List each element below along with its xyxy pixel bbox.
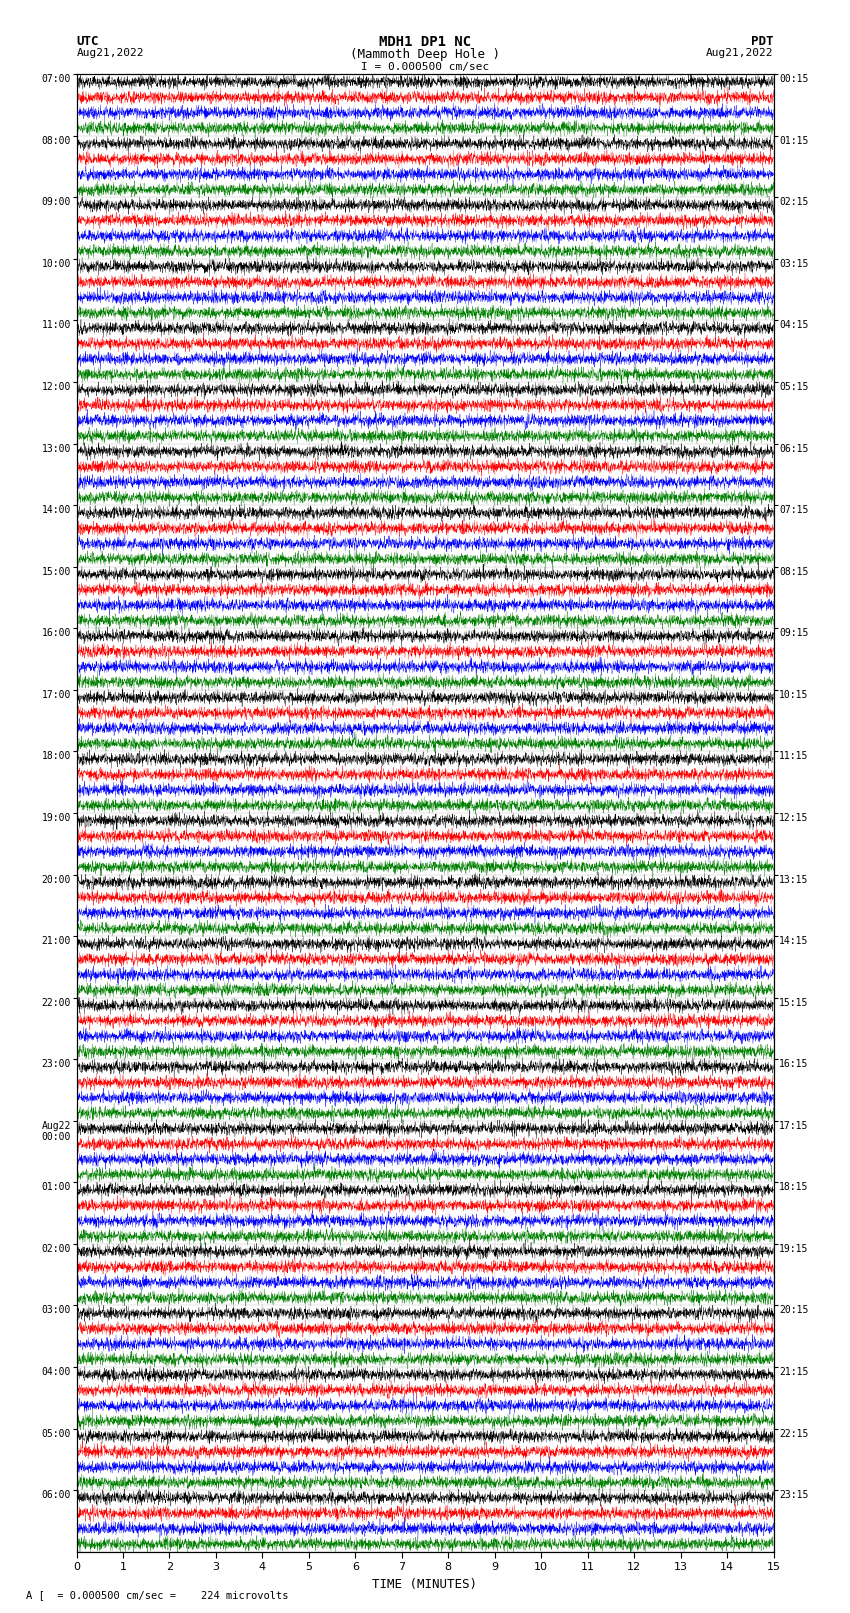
Text: MDH1 DP1 NC: MDH1 DP1 NC [379,35,471,48]
Text: (Mammoth Deep Hole ): (Mammoth Deep Hole ) [350,48,500,61]
Text: Aug21,2022: Aug21,2022 [706,48,774,58]
X-axis label: TIME (MINUTES): TIME (MINUTES) [372,1578,478,1590]
Text: A [  = 0.000500 cm/sec =    224 microvolts: A [ = 0.000500 cm/sec = 224 microvolts [26,1590,288,1600]
Text: Aug21,2022: Aug21,2022 [76,48,144,58]
Text: I = 0.000500 cm/sec: I = 0.000500 cm/sec [361,63,489,73]
Text: PDT: PDT [751,35,774,48]
Text: UTC: UTC [76,35,99,48]
